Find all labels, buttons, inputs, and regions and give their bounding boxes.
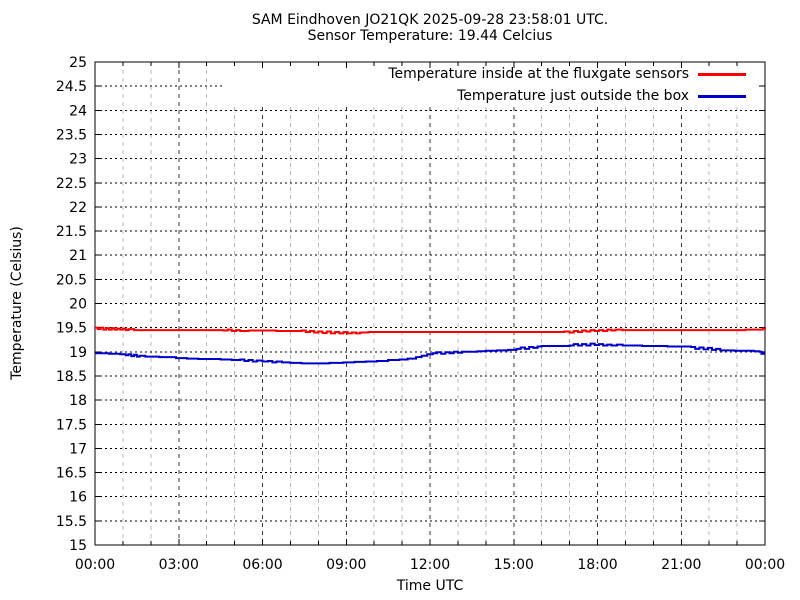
x-tick-label: 15:00 xyxy=(494,557,534,573)
legend-entry-outside: Temperature just outside the box xyxy=(388,85,746,107)
y-tick-label: 18.5 xyxy=(56,369,87,385)
x-tick-label: 12:00 xyxy=(410,557,450,573)
y-tick-label: 16.5 xyxy=(56,466,87,482)
legend-label-inside: Temperature inside at the fluxgate senso… xyxy=(388,66,689,82)
y-tick-label: 16 xyxy=(69,490,87,506)
y-tick-label: 15.5 xyxy=(56,514,87,530)
y-tick-label: 22.5 xyxy=(56,176,87,192)
y-tick-label: 19.5 xyxy=(56,321,87,337)
x-tick-label: 00:00 xyxy=(75,557,115,573)
y-tick-label: 23.5 xyxy=(56,127,87,143)
chart-subtitle: Sensor Temperature: 19.44 Celcius xyxy=(307,28,553,44)
y-tick-label: 20 xyxy=(69,297,87,313)
y-tick-label: 22 xyxy=(69,200,87,216)
y-tick-label: 20.5 xyxy=(56,272,87,288)
x-tick-label: 00:00 xyxy=(745,557,785,573)
series-line-1 xyxy=(95,342,765,365)
legend-label-outside: Temperature just outside the box xyxy=(457,88,689,104)
legend-line-sample-outside xyxy=(698,94,746,98)
legend-entry-inside: Temperature inside at the fluxgate senso… xyxy=(388,63,746,85)
y-tick-label: 25 xyxy=(69,55,87,71)
x-tick-label: 18:00 xyxy=(577,557,617,573)
y-tick-label: 17.5 xyxy=(56,417,87,433)
y-tick-label: 18 xyxy=(69,393,87,409)
legend-line-sample-inside xyxy=(698,72,746,76)
x-tick-label: 21:00 xyxy=(661,557,701,573)
y-tick-label: 23 xyxy=(69,152,87,168)
series-line-0 xyxy=(95,326,766,335)
y-tick-label: 21 xyxy=(69,248,87,264)
plot-border xyxy=(94,61,766,546)
y-axis-title: Temperature (Celsius) xyxy=(9,226,25,380)
y-tick-label: 24.5 xyxy=(56,79,87,95)
chart-title: SAM Eindhoven JO21QK 2025-09-28 23:58:01… xyxy=(251,12,609,28)
y-tick-label: 24 xyxy=(69,103,87,119)
legend: Temperature inside at the fluxgate senso… xyxy=(388,63,746,107)
x-tick-label: 03:00 xyxy=(159,557,199,573)
y-tick-label: 17 xyxy=(69,441,87,457)
x-axis-title: Time UTC xyxy=(396,578,464,594)
x-tick-label: 09:00 xyxy=(326,557,366,573)
y-tick-label: 21.5 xyxy=(56,224,87,240)
y-tick-label: 19 xyxy=(69,345,87,361)
y-tick-label: 15 xyxy=(69,538,87,554)
x-tick-label: 06:00 xyxy=(242,557,282,573)
